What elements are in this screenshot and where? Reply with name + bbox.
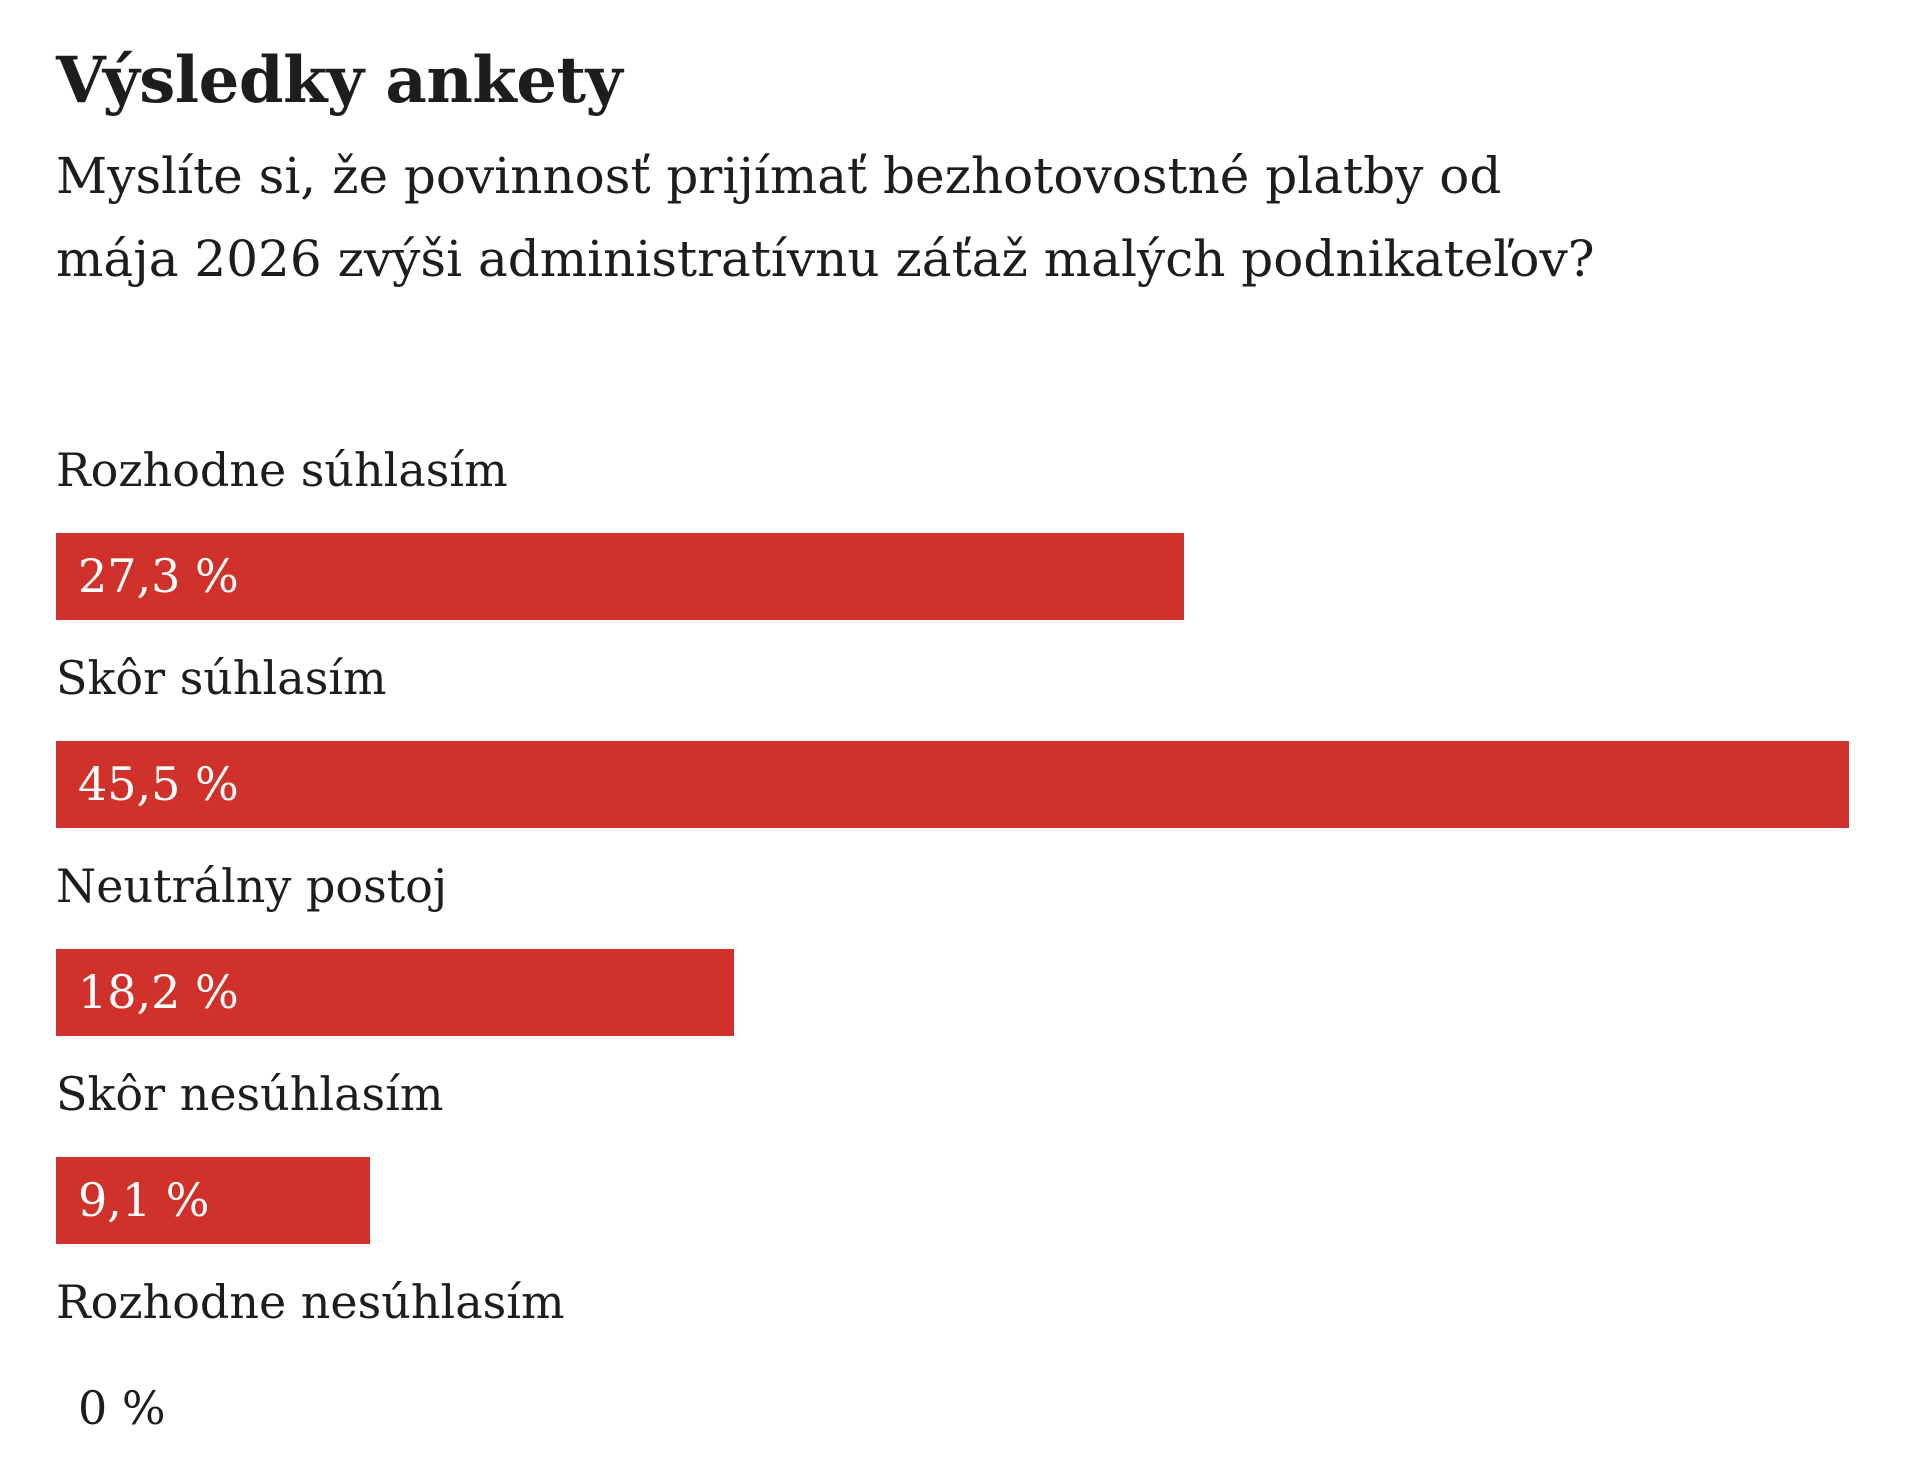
- poll-results-chart: Rozhodne súhlasím 27,3 % Skôr súhlasím 4…: [56, 443, 1849, 1452]
- poll-option-label: Skôr nesúhlasím: [56, 1066, 444, 1121]
- poll-option-label: Rozhodne súhlasím: [56, 442, 508, 497]
- poll-item-skor-nesuhlasim: Skôr nesúhlasím 9,1 %: [56, 1067, 1849, 1244]
- poll-item-neutralny-postoj: Neutrálny postoj 18,2 %: [56, 859, 1849, 1036]
- poll-bar-track: 9,1 %: [56, 1156, 1849, 1244]
- poll-bar-track: 18,2 %: [56, 948, 1849, 1036]
- poll-bar-track: 0 %: [56, 1365, 1849, 1452]
- poll-option-label: Neutrálny postoj: [56, 858, 448, 913]
- poll-title: Výsledky ankety: [56, 43, 623, 118]
- poll-value-label: 27,3 %: [78, 549, 239, 604]
- poll-item-skor-suhlasim: Skôr súhlasím 45,5 %: [56, 651, 1849, 828]
- poll-item-rozhodne-suhlasim: Rozhodne súhlasím 27,3 %: [56, 443, 1849, 620]
- poll-bar: [56, 532, 1184, 620]
- poll-question-line-1: Myslíte si, že povinnosť prijímať bezhot…: [56, 146, 1502, 205]
- poll-bar: [56, 740, 1849, 828]
- poll-item-rozhodne-nesuhlasim: Rozhodne nesúhlasím 0 %: [56, 1275, 1849, 1452]
- poll-bar-track: 27,3 %: [56, 532, 1849, 620]
- poll-bar: [56, 1156, 370, 1244]
- poll-bar-track: 45,5 %: [56, 740, 1849, 828]
- poll-option-label: Rozhodne nesúhlasím: [56, 1274, 565, 1329]
- poll-question: Myslíte si, že povinnosť prijímať bezhot…: [56, 135, 1849, 301]
- poll-value-label: 0 %: [78, 1381, 166, 1436]
- poll-value-label: 18,2 %: [78, 965, 239, 1020]
- poll-question-line-2: mája 2026 zvýši administratívnu záťaž ma…: [56, 229, 1595, 288]
- poll-value-label: 9,1 %: [78, 1173, 210, 1228]
- poll-bar: [56, 948, 734, 1036]
- poll-value-label: 45,5 %: [78, 757, 239, 812]
- poll-option-label: Skôr súhlasím: [56, 650, 387, 705]
